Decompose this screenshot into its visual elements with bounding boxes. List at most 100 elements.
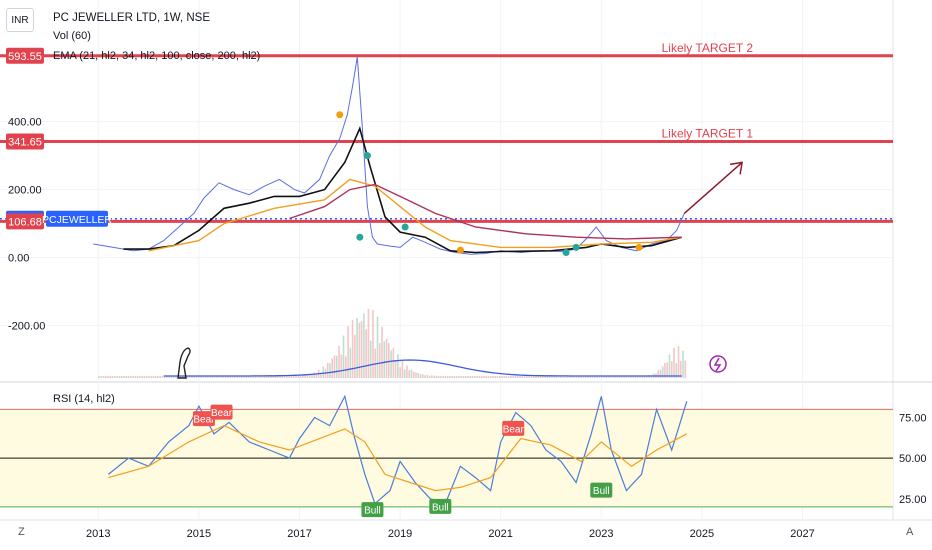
volume-bar: [191, 376, 193, 378]
volume-bar: [476, 375, 478, 378]
volume-bar: [231, 376, 234, 378]
volume-bar: [507, 376, 510, 378]
volume-bar: [209, 376, 211, 378]
volume-bar: [136, 376, 139, 378]
volume-bar: [286, 375, 288, 378]
dino-icon: [177, 347, 191, 379]
volume-bar: [335, 355, 338, 378]
volume-bar: [313, 372, 315, 378]
price-badge-label: 593.55: [8, 51, 42, 63]
ema34-line: [123, 126, 682, 254]
volume-bar: [630, 375, 632, 378]
volume-bar: [537, 376, 539, 378]
volume-bar: [220, 376, 223, 378]
volume-bar: [401, 360, 404, 378]
rsi-tick-label: 50.00: [899, 453, 927, 465]
volume-bar: [302, 375, 304, 378]
currency-button[interactable]: INR: [6, 8, 34, 32]
signal-dot: [635, 243, 643, 251]
volume-bar: [299, 375, 302, 378]
volume-bar: [682, 350, 684, 378]
volume-bar: [322, 366, 324, 378]
symbol-tag: [46, 210, 108, 227]
volume-bar: [263, 375, 266, 378]
volume-bar: [444, 375, 447, 378]
volume-legend[interactable]: Vol (60): [53, 30, 91, 42]
volume-bar: [496, 376, 499, 378]
volume-bar: [98, 376, 100, 378]
volume-bar: [182, 376, 184, 378]
volume-bar: [105, 376, 107, 378]
volume-bar: [474, 375, 476, 378]
bull-label: Bull: [364, 506, 381, 517]
signal-dot: [562, 249, 570, 256]
volume-bar: [326, 362, 329, 378]
volume-bar: [240, 376, 243, 378]
volume-bar: [417, 373, 420, 378]
volume-bar: [143, 376, 146, 378]
volume-bar: [306, 374, 309, 378]
volume-bar: [383, 341, 386, 378]
volume-bar: [650, 375, 653, 378]
volume-bar: [684, 360, 687, 378]
x-tick-label: 2023: [589, 528, 613, 540]
volume-bar: [315, 373, 318, 378]
volume-bar: [530, 376, 533, 378]
volume-bar: [385, 338, 388, 378]
volume-bar: [225, 376, 227, 378]
volume-bar: [433, 375, 435, 378]
volume-bar: [320, 372, 322, 378]
volume-bar: [562, 376, 564, 378]
x-tick-label: 2015: [187, 528, 211, 540]
volume-bar: [163, 376, 166, 378]
volume-bar: [170, 376, 173, 378]
volume-bar: [268, 375, 270, 378]
volume-bar: [431, 375, 433, 378]
volume-bar: [593, 376, 596, 378]
volume-bar: [159, 376, 162, 378]
x-tick-label: 2027: [790, 528, 814, 540]
volume-bar: [249, 375, 252, 378]
bear-label-box: [192, 411, 215, 427]
volume-bar: [492, 376, 494, 378]
auto-scale-button[interactable]: A: [906, 526, 914, 538]
x-tick-label: 2019: [388, 528, 412, 540]
zoom-button[interactable]: Z: [18, 526, 25, 538]
volume-bar: [634, 375, 637, 378]
volume-bar: [114, 376, 116, 378]
volume-bar: [172, 376, 175, 378]
volume-bar: [141, 376, 143, 378]
volume-bar: [351, 319, 354, 378]
rsi-legend[interactable]: RSI (14, hl2): [53, 393, 115, 405]
volume-bar: [510, 376, 512, 378]
volume-bar: [569, 376, 571, 378]
volume-bar: [623, 375, 626, 378]
ema-legend[interactable]: EMA (21, hl2, 34, hl2, 100, close, 200, …: [53, 50, 261, 62]
volume-bar: [227, 376, 229, 378]
volume-bar: [564, 376, 567, 378]
volume-bar: [290, 375, 293, 378]
volume-bar: [186, 376, 189, 378]
volume-bar: [618, 376, 621, 378]
volume-bar: [446, 375, 449, 378]
rsi-line: [108, 394, 688, 505]
volume-bar: [571, 376, 573, 378]
volume-bar: [349, 347, 352, 378]
volume-bar: [390, 350, 392, 378]
volume-bar: [519, 376, 521, 378]
x-tick-label: 2025: [690, 528, 714, 540]
volume-bar: [548, 376, 551, 378]
volume-bar: [677, 346, 680, 378]
volume-bar: [469, 375, 472, 378]
volume-bar: [281, 375, 284, 378]
price-badge: [6, 47, 44, 64]
volume-bar: [397, 353, 399, 378]
axis-layer: 2013 2015 2017 2019 2021 2023 2025 2027 400.00 20…: [8, 117, 927, 540]
price-badge-label: 106.68: [8, 216, 42, 228]
volume-bar: [424, 375, 426, 378]
volume-bar: [582, 376, 585, 378]
volume-bar: [523, 376, 526, 378]
volume-bar: [161, 376, 164, 378]
